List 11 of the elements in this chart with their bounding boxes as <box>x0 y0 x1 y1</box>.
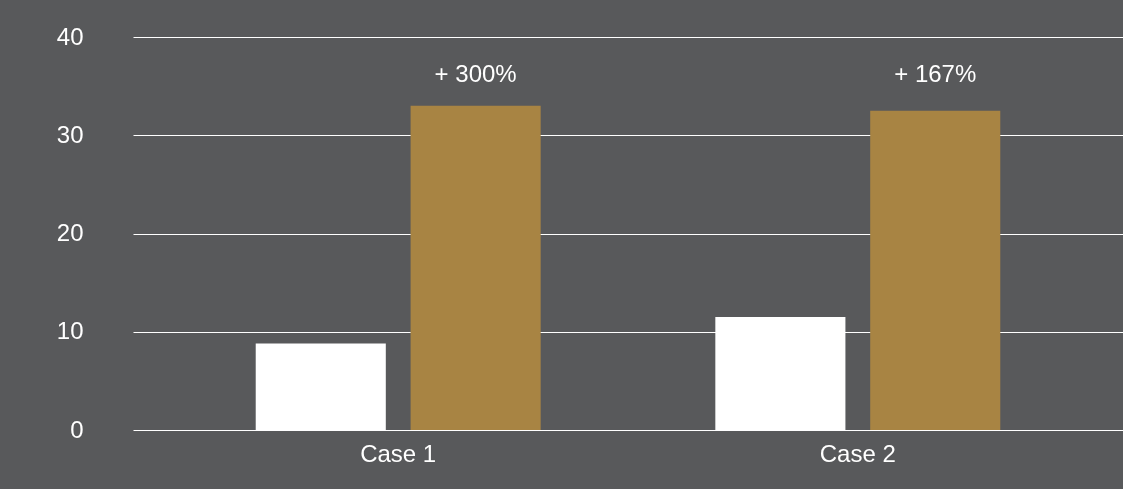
bar <box>870 110 1001 430</box>
y-tick-label: 10 <box>56 317 84 345</box>
annotation: + 300% <box>434 60 517 87</box>
x-tick-label: Case 2 <box>819 439 896 467</box>
x-tick-label: Case 1 <box>360 439 437 467</box>
y-tick-label: 20 <box>56 219 84 246</box>
bar <box>410 105 541 430</box>
annotation: + 167% <box>894 60 977 87</box>
y-tick-label: 40 <box>56 22 84 50</box>
y-tick-label: 0 <box>70 415 84 443</box>
y-tick-label: 30 <box>56 120 84 148</box>
